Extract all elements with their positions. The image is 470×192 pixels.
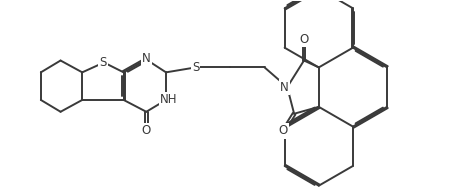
Text: N: N — [280, 81, 289, 94]
Text: S: S — [99, 56, 107, 69]
Text: O: O — [141, 124, 151, 137]
Text: O: O — [279, 124, 288, 137]
Text: O: O — [299, 33, 309, 46]
Text: N: N — [142, 52, 151, 65]
Text: S: S — [192, 61, 199, 74]
Text: NH: NH — [160, 94, 178, 106]
